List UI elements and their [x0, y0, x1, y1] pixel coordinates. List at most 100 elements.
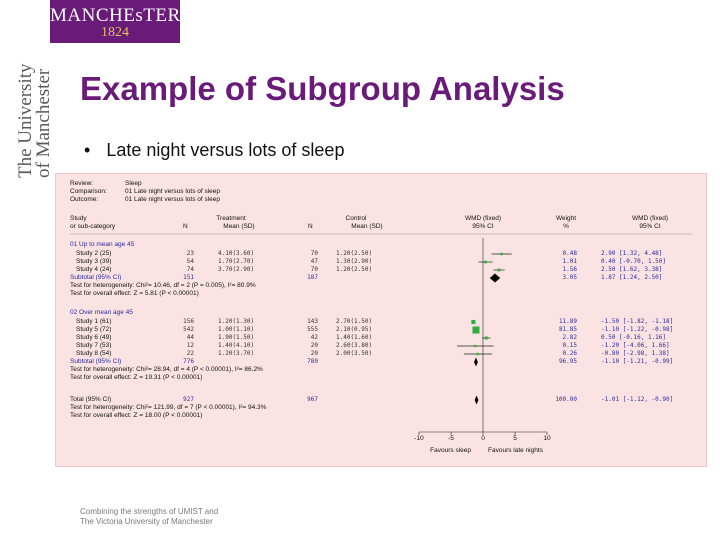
study-square [500, 252, 503, 256]
subtotal-control-n: 780 [307, 358, 318, 365]
control-n: 42 [310, 334, 318, 341]
study-weight: 11.89 [558, 318, 577, 325]
header-control: Control [345, 215, 367, 222]
study-name: Study 5 (72) [76, 326, 112, 333]
study-square [472, 326, 480, 334]
treatment-n: 23 [186, 250, 194, 257]
treatment-n: 12 [186, 342, 194, 349]
forest-plot-panel: Review: Sleep Comparison: 01 Late night ver… [55, 173, 707, 467]
forest-plot-svg [70, 233, 692, 435]
bullet-dot-icon: • [84, 140, 91, 160]
treatment-mean: 1.00(1.10) [218, 326, 255, 333]
study-name: Study 3 (39) [76, 258, 112, 265]
study-ci-text: 0.40 [-0.70, 1.50] [601, 258, 667, 265]
study-name: Study 6 (49) [76, 334, 112, 341]
bullet-item: • Late night versus lots of sleep [84, 140, 344, 161]
study-square [484, 336, 488, 340]
subtotal-label: Subtotal (95% CI) [70, 274, 122, 281]
control-n: 555 [307, 326, 318, 333]
study-square [476, 352, 480, 356]
control-n: 47 [310, 258, 318, 265]
comparison-label: Comparison: [70, 188, 107, 195]
study-weight: 0.26 [562, 350, 577, 357]
treatment-mean: 1.70(2.70) [218, 258, 255, 265]
treatment-mean: 3.70(2.90) [218, 266, 255, 273]
subtotal-control-n: 187 [307, 274, 318, 281]
total-heterogeneity-test: Test for heterogeneity: Chi²= 121.99, df… [70, 404, 267, 411]
study-name: Study 1 (61) [76, 318, 112, 325]
subgroup-label: 01 Up to mean age 45 [70, 241, 135, 248]
header-wmd-2: WMD (fixed) [631, 215, 669, 222]
treatment-mean: 1.40(4.10) [218, 342, 255, 349]
footer-line-2: The Victoria University of Manchester [80, 517, 213, 526]
subtotal-ci-text: -1.10 [-1.21, -0.99] [601, 358, 674, 365]
study-square [497, 268, 501, 272]
treatment-mean: 1.90(1.50) [218, 334, 255, 341]
vertical-line-2: of Manchester [33, 68, 54, 178]
study-weight: 81.85 [558, 326, 577, 333]
header-control-mean: Mean (SD) [351, 223, 383, 230]
study-weight: 2.82 [562, 334, 577, 341]
header-treatment-n: N [183, 223, 188, 230]
x-axis-tick-label: 10 [543, 435, 551, 442]
treatment-mean: 1.20(3.70) [218, 350, 255, 357]
bullet-text: Late night versus lots of sleep [106, 140, 345, 160]
outcome-value: 01 Late night versus lots of sleep [125, 196, 221, 203]
subtotal-weight: 96.95 [558, 358, 577, 365]
favours-right-label: Favours late nights [488, 447, 543, 454]
study-ci-text: -0.80 [-2.98, 1.38] [601, 350, 670, 357]
treatment-n: 22 [186, 350, 194, 357]
header-study: Study [70, 215, 87, 222]
control-mean: 2.70(1.50) [336, 318, 373, 325]
total-label: Total (95% CI) [70, 396, 112, 403]
control-mean: 2.60(3.80) [336, 342, 373, 349]
x-axis-tick-label: -10 [414, 435, 424, 442]
university-vertical-text: The University of Manchester [15, 48, 54, 178]
favours-left-label: Favours sleep [430, 447, 471, 454]
study-weight: 1.56 [562, 266, 577, 273]
control-mean: 1.40(1.60) [336, 334, 373, 341]
control-n: 20 [310, 342, 318, 349]
treatment-mean: 4.10(3.60) [218, 250, 255, 257]
control-mean: 2.00(3.50) [336, 350, 373, 357]
control-mean: 2.10(0.95) [336, 326, 373, 333]
study-ci-text: 2.90 [1.32, 4.48] [601, 250, 663, 257]
control-n: 20 [310, 350, 318, 357]
slide-title: Example of Subgroup Analysis [80, 70, 565, 107]
overall-effect-test: Test for overall effect: Z = 19.31 (P < … [70, 374, 203, 381]
control-n: 70 [310, 250, 318, 257]
control-mean: 1.20(2.50) [336, 266, 373, 273]
control-n: 70 [310, 266, 318, 273]
control-mean: 1.30(2.90) [336, 258, 373, 265]
treatment-n: 54 [186, 258, 194, 265]
treatment-n: 44 [186, 334, 194, 341]
treatment-n: 542 [183, 326, 194, 333]
subtotal-weight: 3.05 [562, 274, 577, 281]
heterogeneity-test: Test for heterogeneity: Chi²= 28.94, df … [70, 366, 263, 373]
footer-line-1: Combining the strengths of UMIST and [80, 507, 219, 516]
study-ci-text: 2.50 [1.62, 3.38] [601, 266, 663, 273]
treatment-mean: 1.20(1.30) [218, 318, 255, 325]
total-weight: 100.00 [555, 396, 577, 403]
study-ci-text: -1.50 [-1.82, -1.18] [601, 318, 674, 325]
total-diamond [474, 395, 479, 405]
subgroup-label: 02 Over mean age 45 [70, 309, 133, 316]
header-weight-pct: % [563, 223, 569, 230]
study-weight: 1.01 [562, 258, 577, 265]
header-weight: Weight [555, 215, 577, 222]
study-weight: 0.15 [562, 342, 577, 349]
outcome-label: Outcome: [70, 196, 99, 203]
control-mean: 1.20(2.50) [336, 250, 373, 257]
header-treatment-mean: Mean (SD) [223, 223, 255, 230]
subtotal-treatment-n: 776 [183, 358, 194, 365]
comparison-value: 01 Late night versus lots of sleep [125, 188, 221, 195]
study-name: Study 8 (54) [76, 350, 112, 357]
x-axis-tick-label: -5 [448, 435, 454, 442]
overall-effect-test: Test for overall effect: Z = 5.81 (P < 0… [70, 290, 199, 297]
total-treatment-n: 927 [183, 396, 194, 403]
review-value: Sleep [125, 180, 142, 187]
header-wmd-ci: 95% CI [472, 223, 494, 230]
x-axis-tick-label: 0 [481, 435, 485, 442]
subtotal-diamond [489, 273, 501, 283]
header-subcategory: or sub-category [70, 223, 116, 230]
